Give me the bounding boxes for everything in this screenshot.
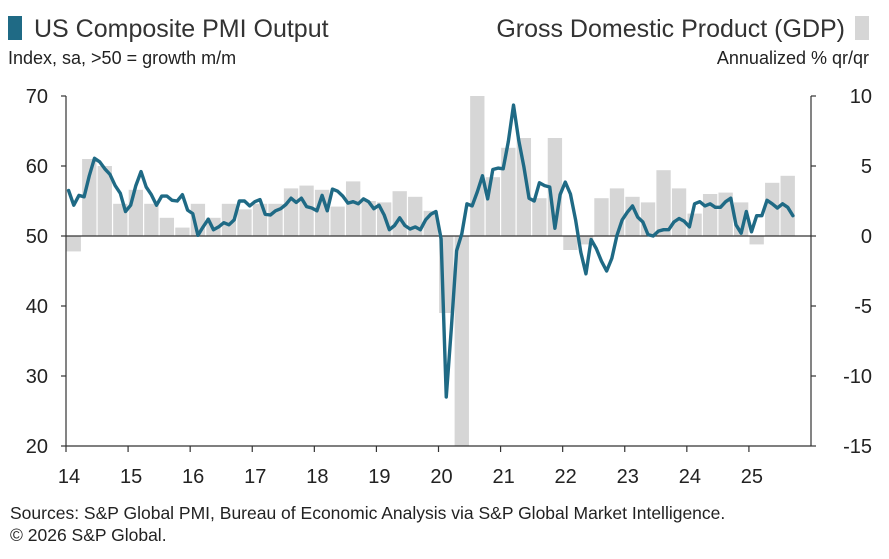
legend-gdp: Gross Domestic Product (GDP) Annualized … [496, 14, 869, 69]
x-tick-label: 21 [492, 466, 514, 488]
gdp-bar-2020Q3 [470, 96, 485, 236]
gdp-bar-2022Q2 [578, 236, 594, 245]
gdp-bar-2017Q3 [283, 188, 299, 236]
x-tick-label: 24 [679, 466, 701, 488]
legend-gdp-title-text: Gross Domestic Product (GDP) [496, 15, 845, 43]
gdp-bar-2020Q4 [485, 177, 500, 236]
x-tick-label: 19 [368, 466, 390, 488]
gdp-bar-2024Q2 [702, 194, 718, 236]
x-tick-label: 16 [182, 466, 204, 488]
legend-pmi-subtitle: Index, sa, >50 = growth m/m [8, 48, 237, 68]
legend-gdp-subtitle: Annualized % qr/qr [716, 48, 869, 68]
legend-pmi: US Composite PMI Output Index, sa, >50 =… [8, 14, 329, 69]
gdp-bar-2015Q4 [175, 227, 190, 236]
gdp-bar-2015Q1 [128, 189, 143, 236]
gdp-bar-2017Q1 [252, 203, 268, 236]
gdp-bars [66, 96, 795, 446]
chart-axes [65, 96, 812, 447]
x-tick-label: 23 [617, 466, 639, 488]
gdp-bar-2021Q2 [516, 138, 532, 236]
gdp-bar-2022Q4 [609, 188, 625, 236]
right-tick-label: 10 [850, 86, 872, 108]
gdp-bar-2018Q3 [345, 181, 361, 236]
copyright-note: © 2026 S&P Global. [10, 525, 167, 545]
gdp-bar-2018Q4 [361, 201, 376, 236]
gdp-bar-2016Q3 [221, 203, 237, 236]
right-tick-label: 0 [861, 226, 872, 248]
left-tick-label: 60 [26, 156, 48, 178]
left-tick-label: 50 [26, 226, 48, 248]
gdp-bar-2015Q3 [159, 217, 175, 236]
left-tick-label: 20 [26, 436, 48, 458]
pmi-line-group [66, 103, 795, 399]
right-tick-label: 5 [861, 156, 872, 178]
gdp-bar-2016Q4 [237, 209, 252, 236]
gdp-bar-2019Q2 [392, 191, 407, 236]
x-tick-label: 18 [306, 466, 328, 488]
gdp-bar-2015Q2 [144, 203, 159, 236]
gdp-bar-2018Q2 [330, 206, 345, 236]
gdp-bar-2014Q3 [97, 166, 112, 236]
x-tick-label: 22 [555, 466, 577, 488]
gdp-bar-2021Q1 [501, 147, 516, 236]
legend-pmi-title: US Composite PMI Output [8, 14, 329, 44]
legend-gdp-title: Gross Domestic Product (GDP) [496, 14, 869, 44]
right-tick-label: -10 [843, 366, 872, 388]
gdp-bar-2014Q2 [82, 159, 97, 236]
right-tick-label: -15 [843, 436, 872, 458]
gdp-bar-2025Q1 [749, 236, 764, 245]
gdp-bar-2023Q4 [671, 188, 687, 236]
gdp-bar-2022Q3 [594, 198, 609, 236]
pmi-line-swatch-icon [8, 16, 22, 40]
gdp-bar-2019Q3 [408, 196, 423, 236]
gdp-bar-2023Q3 [656, 170, 671, 236]
pmi-gdp-chart: 20 30 40 50 60 70 -15 -10 -5 0 5 10 14 15 16 17 18 19 20 21… [26, 86, 872, 488]
chart-footer: Sources: S&P Global PMI, Bureau of Econo… [10, 502, 725, 546]
gdp-bar-2023Q1 [625, 196, 640, 236]
left-tick-label: 70 [26, 86, 48, 108]
tick-labels: 20 30 40 50 60 70 -15 -10 -5 0 5 10 14 15 16 17 18 19 20 21… [26, 86, 872, 488]
gdp-bar-swatch-icon [855, 16, 869, 40]
left-tick-label: 40 [26, 296, 48, 318]
gdp-bar-2022Q1 [563, 236, 578, 250]
x-tick-label: 15 [120, 466, 142, 488]
gdp-bar-2014Q1 [66, 236, 81, 252]
gdp-bar-2020Q2 [454, 236, 469, 446]
x-tick-label: 20 [430, 466, 452, 488]
left-tick-label: 30 [26, 366, 48, 388]
sources-note: Sources: S&P Global PMI, Bureau of Econo… [10, 503, 726, 523]
x-tick-label: 17 [244, 466, 266, 488]
x-tick-label: 25 [741, 466, 763, 488]
gdp-bar-2025Q2 [765, 182, 780, 236]
x-tick-label: 14 [58, 466, 80, 488]
pmi-line [66, 103, 795, 399]
gdp-bar-2021Q3 [532, 198, 547, 236]
legend-pmi-title-text: US Composite PMI Output [34, 15, 329, 43]
gdp-bar-2017Q4 [299, 185, 314, 236]
right-tick-label: -5 [854, 296, 872, 318]
